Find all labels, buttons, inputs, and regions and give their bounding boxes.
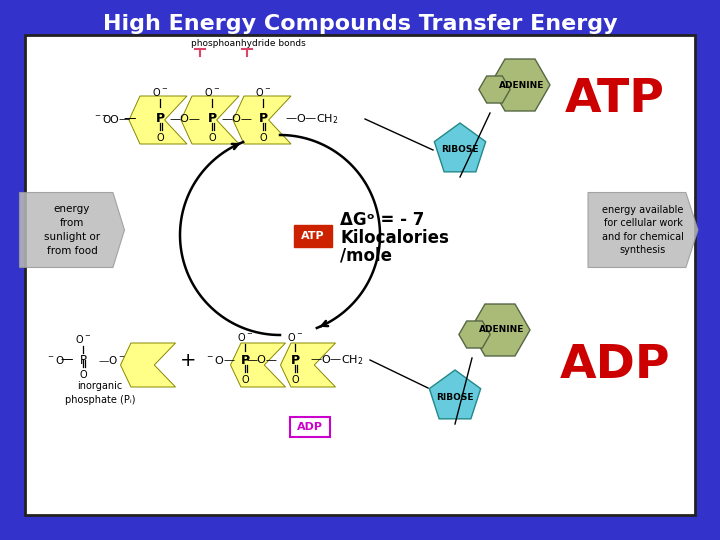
Text: ADP: ADP <box>297 422 323 432</box>
Text: ΔGᵒ = - 7: ΔGᵒ = - 7 <box>340 211 424 229</box>
Text: $^-$O—: $^-$O— <box>205 354 236 366</box>
Text: O$^-$: O$^-$ <box>237 331 253 343</box>
Text: P: P <box>290 354 300 367</box>
Text: —: — <box>60 354 73 367</box>
Polygon shape <box>120 343 176 387</box>
Text: +: + <box>180 350 197 369</box>
Polygon shape <box>429 370 481 419</box>
Text: O$^-$: O$^-$ <box>255 86 271 98</box>
Text: ATP: ATP <box>301 231 325 241</box>
Text: O: O <box>241 375 249 385</box>
Polygon shape <box>459 321 490 348</box>
Polygon shape <box>434 123 486 172</box>
Text: O$^-$: O$^-$ <box>204 86 220 98</box>
Text: $^-$O: $^-$O <box>93 113 112 125</box>
Text: /mole: /mole <box>340 247 392 265</box>
Text: energy
from
sunlight or
from food: energy from sunlight or from food <box>44 204 100 256</box>
Polygon shape <box>19 192 125 267</box>
Text: P: P <box>259 112 266 125</box>
Text: RIBOSE: RIBOSE <box>436 393 474 402</box>
Text: inorganic
phosphate (Pᵢ): inorganic phosphate (Pᵢ) <box>65 381 135 404</box>
Text: O: O <box>156 133 164 143</box>
Text: P: P <box>156 112 165 125</box>
Polygon shape <box>588 192 698 267</box>
Polygon shape <box>230 343 286 387</box>
Text: O$^-$: O$^-$ <box>75 333 91 345</box>
Text: $^-$O—: $^-$O— <box>100 113 131 125</box>
Text: P: P <box>156 112 163 125</box>
Polygon shape <box>490 59 550 111</box>
Text: P: P <box>240 354 250 367</box>
Text: P: P <box>258 112 268 125</box>
Text: —O—: —O— <box>222 114 253 124</box>
Text: —O—: —O— <box>246 355 277 365</box>
Text: energy available
for cellular work
and for chemical
synthesis: energy available for cellular work and f… <box>602 205 684 255</box>
Text: —: — <box>124 112 136 125</box>
Text: ADP: ADP <box>559 342 670 388</box>
Polygon shape <box>470 304 530 356</box>
Text: O: O <box>208 133 216 143</box>
Text: ATP: ATP <box>565 78 665 123</box>
Text: $^-$O: $^-$O <box>45 354 65 366</box>
Text: P: P <box>79 354 86 367</box>
Polygon shape <box>181 96 239 144</box>
Text: ADENINE: ADENINE <box>499 80 545 90</box>
Text: —O—: —O— <box>169 114 200 124</box>
Text: P: P <box>207 112 217 125</box>
Text: —O—CH$_2$: —O—CH$_2$ <box>310 353 364 367</box>
Bar <box>294 225 332 247</box>
Text: ADENINE: ADENINE <box>480 326 525 334</box>
Text: High Energy Compounds Transfer Energy: High Energy Compounds Transfer Energy <box>103 14 617 34</box>
Text: O$^-$: O$^-$ <box>287 331 303 343</box>
Text: O: O <box>291 375 299 385</box>
Text: P: P <box>292 354 299 367</box>
Polygon shape <box>233 96 291 144</box>
Polygon shape <box>129 96 187 144</box>
Text: phosphoanhydride bonds: phosphoanhydride bonds <box>191 38 305 48</box>
Text: O: O <box>79 370 87 380</box>
Text: P: P <box>209 112 215 125</box>
Text: —O$^-$: —O$^-$ <box>98 354 125 366</box>
Polygon shape <box>281 343 336 387</box>
Text: O: O <box>259 133 267 143</box>
Text: O$^-$: O$^-$ <box>152 86 168 98</box>
Bar <box>290 417 330 437</box>
Text: RIBOSE: RIBOSE <box>441 145 479 154</box>
Text: P: P <box>241 354 248 367</box>
Polygon shape <box>479 76 510 103</box>
Text: Kilocalories: Kilocalories <box>340 229 449 247</box>
Bar <box>25 35 695 515</box>
Text: —O—CH$_2$: —O—CH$_2$ <box>285 112 338 126</box>
